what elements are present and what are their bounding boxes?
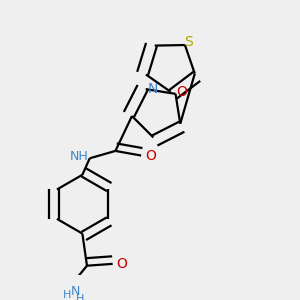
Text: O: O [176, 85, 188, 99]
Text: H: H [63, 290, 71, 300]
Text: O: O [116, 257, 127, 271]
Text: H: H [76, 294, 84, 300]
Text: O: O [145, 148, 156, 163]
Text: S: S [184, 35, 193, 49]
Text: N: N [148, 82, 158, 96]
Text: NH: NH [69, 150, 88, 163]
Text: N: N [70, 285, 80, 298]
